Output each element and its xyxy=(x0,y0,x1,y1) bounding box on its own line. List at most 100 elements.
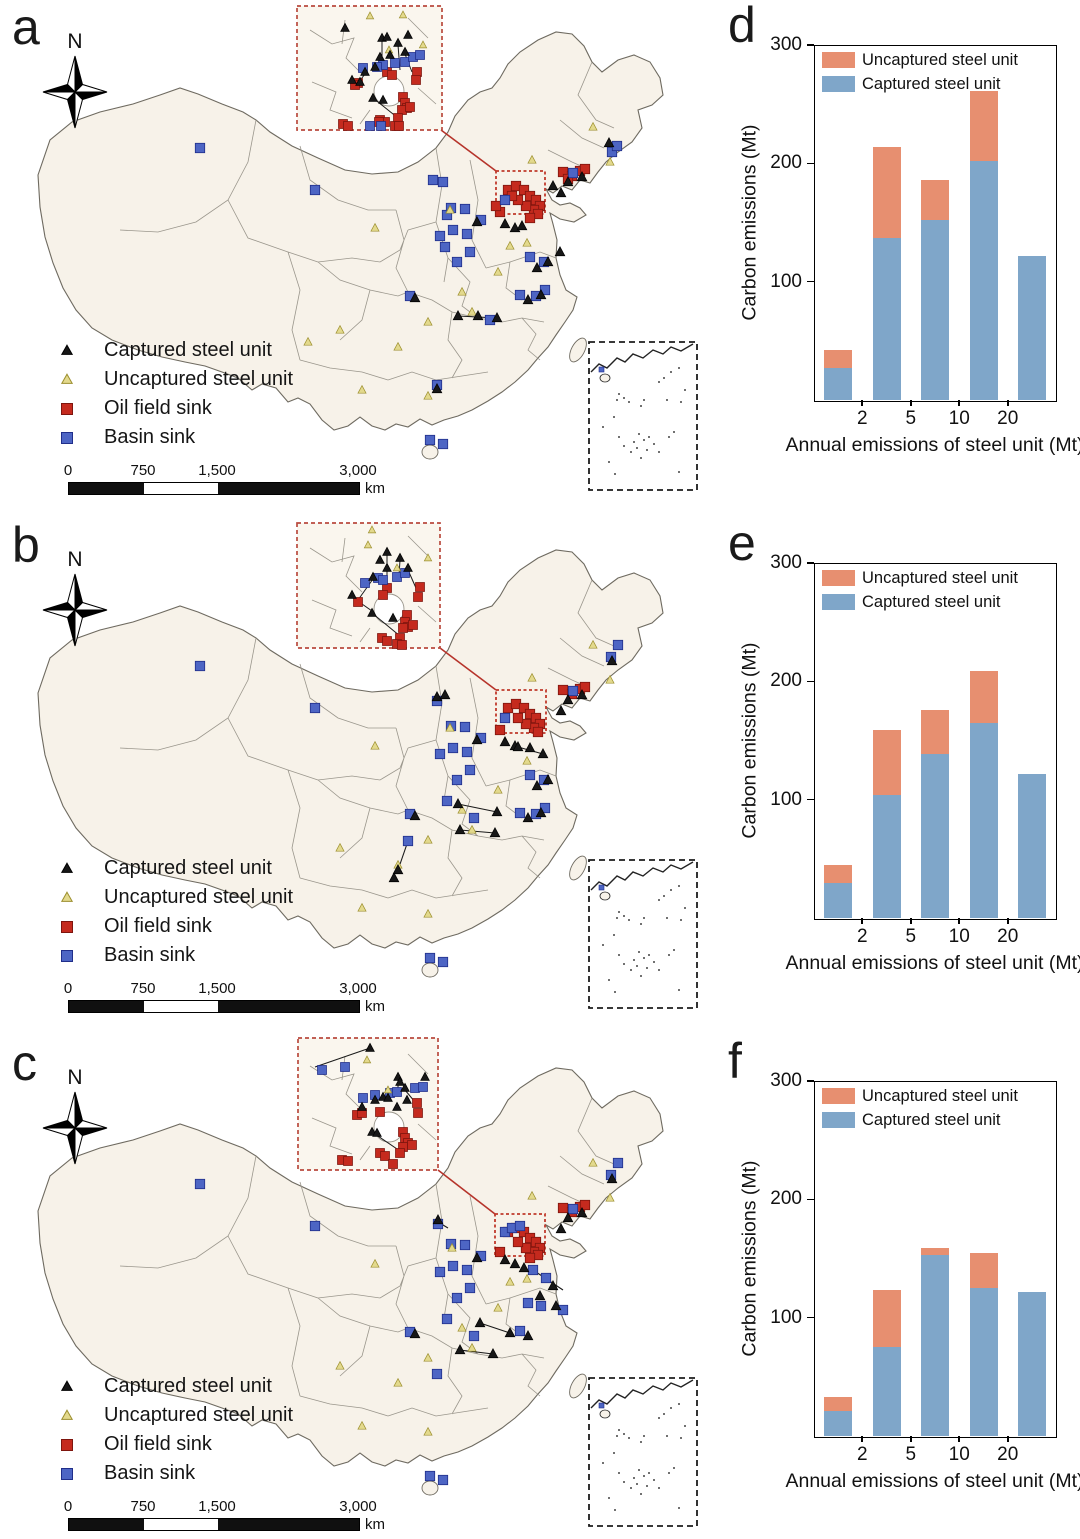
chart-legend-swatch xyxy=(822,1088,855,1104)
legend-item-label: Oil field sink xyxy=(104,1433,212,1455)
oil-sink-marker xyxy=(494,724,506,736)
x-axis-title: Annual emissions of steel unit (Mt) xyxy=(785,952,1080,974)
bar-uncaptured-bin2 xyxy=(872,146,901,238)
basin-sink-marker xyxy=(612,1157,624,1169)
captured-steel-unit-marker xyxy=(383,1092,393,1102)
basin-sink-marker xyxy=(437,1474,449,1486)
oil-sink-marker xyxy=(353,597,363,607)
x-tick-label: 5 xyxy=(905,408,917,429)
scalebar-tick-label: 750 xyxy=(130,462,156,479)
y-tick-label: 100 xyxy=(770,788,802,810)
captured-steel-unit-marker xyxy=(392,1101,402,1111)
hainan-island xyxy=(421,962,439,978)
oil-sink-marker xyxy=(395,1148,405,1158)
captured-steel-unit-marker xyxy=(382,562,392,572)
basin-sink-marker xyxy=(434,230,446,242)
scalebar-unit: km xyxy=(365,998,385,1015)
uncaptured-steel-unit-marker xyxy=(357,902,367,912)
chart-legend-label: Captured steel unit xyxy=(862,593,1001,611)
basin-sink-marker xyxy=(514,1325,526,1337)
legend-item-basin-sink: Basin sink xyxy=(56,941,293,970)
basin-sink-marker xyxy=(539,284,551,296)
uncaptured-steel-unit-marker xyxy=(457,1322,467,1332)
source-sink-link xyxy=(479,1322,511,1334)
oil-sink-marker xyxy=(388,1159,398,1169)
x-axis-tick xyxy=(958,400,961,406)
uncaptured-steel-unit-marker xyxy=(588,639,598,649)
y-axis-tick xyxy=(807,1316,814,1319)
captured-steel-unit-marker xyxy=(452,798,464,809)
square-icon xyxy=(56,1436,78,1454)
uncaptured-steel-unit-marker xyxy=(303,336,313,346)
triangle-icon xyxy=(56,889,78,907)
uncaptured-steel-unit-marker xyxy=(363,540,373,549)
source-sink-link xyxy=(357,578,374,601)
uncaptured-steel-unit-marker xyxy=(392,563,402,572)
legend-item-captured-steel-unit: Captured steel unit xyxy=(56,336,293,365)
basin-sink-marker xyxy=(514,289,526,301)
oil-sink-marker xyxy=(413,1108,423,1118)
basin-sink-marker xyxy=(194,1178,206,1190)
basin-markers xyxy=(194,140,623,450)
uncaptured-steel-unit-marker xyxy=(467,1342,477,1352)
oil-inset-markers xyxy=(353,582,425,650)
y-axis-tick xyxy=(807,562,814,564)
oil-sink-marker xyxy=(397,105,407,115)
captured-steel-unit-marker xyxy=(491,806,503,817)
captured-steel-unit-marker xyxy=(522,1330,534,1341)
chart-legend-label: Uncaptured steel unit xyxy=(862,51,1018,69)
x-tick-label: 2 xyxy=(856,926,868,947)
y-tick-label: 200 xyxy=(770,670,802,692)
captured-steel-unit-marker xyxy=(382,31,392,41)
captured-steel-unit-marker xyxy=(355,76,365,86)
legend-item-label: Oil field sink xyxy=(104,397,212,419)
captured-steel-unit-marker xyxy=(504,1327,516,1338)
source-region-box xyxy=(495,689,547,734)
legend-item-oil-field-sink: Oil field sink xyxy=(56,1430,293,1459)
oil-sink-marker xyxy=(408,620,418,630)
oil-sink-marker xyxy=(512,1236,524,1248)
scs-islands xyxy=(602,367,686,475)
scalebar-segment xyxy=(69,1001,144,1012)
captured-steel-unit-marker xyxy=(378,94,388,104)
taiwan-island xyxy=(569,1373,587,1399)
basin-sink-marker xyxy=(535,1300,547,1312)
chart-legend-swatch xyxy=(822,1112,855,1128)
captured-steel-unit-marker xyxy=(400,46,410,56)
basin-sink-marker xyxy=(434,748,446,760)
uncaptured-steel-unit-marker xyxy=(423,316,433,326)
uncaptured-steel-unit-marker xyxy=(423,834,433,844)
uncaptured-steel-unit-marker xyxy=(527,672,537,682)
scalebar-tick-label: 0 xyxy=(63,1498,73,1515)
north-arrow-icon: N xyxy=(42,30,108,129)
bar-uncaptured-bin2 xyxy=(872,1290,901,1348)
uncaptured-steel-unit-marker xyxy=(365,11,375,20)
basin-sink-marker xyxy=(441,1313,453,1325)
x-tick-label: 2 xyxy=(856,1444,868,1465)
basin-sink-marker xyxy=(567,1203,579,1215)
basin-sink-marker xyxy=(514,807,526,819)
triangle-icon xyxy=(56,1378,78,1396)
captured-steel-unit-marker xyxy=(409,810,421,821)
emissions-chart-e: 100 200 300 2 5 10 20 Uncaptured steel unit Capt… xyxy=(720,518,1080,1036)
captured-steel-unit-marker xyxy=(518,1262,530,1273)
oil-sink-marker xyxy=(394,121,404,131)
scalebar-segment xyxy=(69,1519,144,1530)
basin-sink-marker xyxy=(468,1330,480,1342)
captured-steel-unit-marker xyxy=(531,262,543,273)
uncaptured-steel-unit-marker xyxy=(335,324,345,334)
scs-inset-box xyxy=(588,859,698,1009)
captured-steel-unit-marker xyxy=(409,292,421,303)
china-map-a: N xyxy=(37,5,698,491)
oil-sink-marker xyxy=(407,1140,417,1150)
legend-item-basin-sink: Basin sink xyxy=(56,1459,293,1488)
basin-sink-marker xyxy=(461,1264,473,1276)
captured-steel-unit-marker xyxy=(347,589,357,599)
figure-row-2: b N Captured steel unit Uncaptured steel … xyxy=(0,518,1080,1036)
panel-label-f: f xyxy=(728,1036,742,1089)
legend-item-oil-field-sink: Oil field sink xyxy=(56,394,293,423)
captured-steel-unit-marker xyxy=(542,256,554,267)
region-inset xyxy=(296,5,443,131)
bar-captured-bin1 xyxy=(824,368,852,400)
oil-sink-marker xyxy=(520,1242,532,1254)
